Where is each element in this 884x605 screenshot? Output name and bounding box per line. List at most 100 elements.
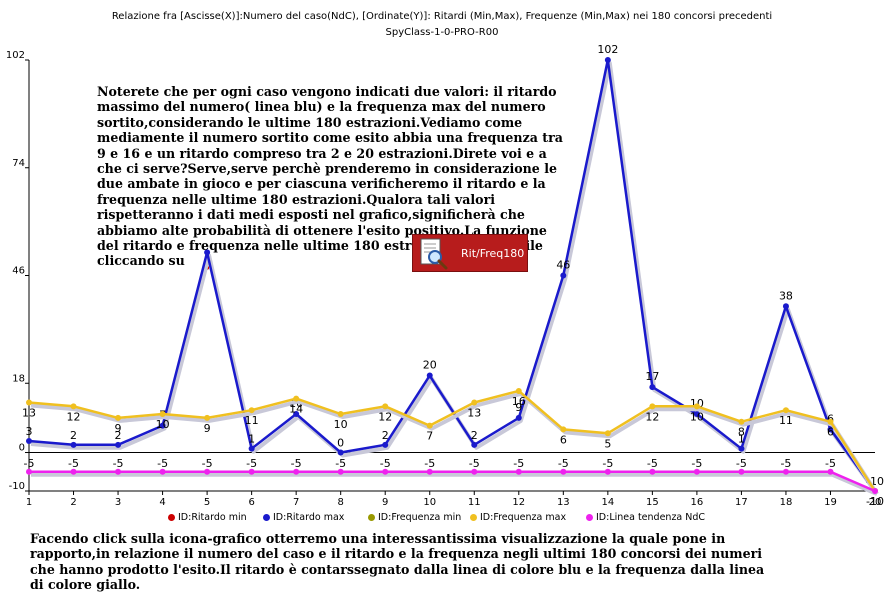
data-label: -5 [68,457,79,470]
data-label: 3 [26,425,33,438]
rit-freq180-button-label: Rit/Freq180 [461,247,525,260]
x-tick-label: 4 [159,497,165,508]
series-point-4 [782,468,789,475]
series-point-1 [560,272,567,279]
series-point-4 [115,468,122,475]
data-label: 1 [738,433,745,446]
series-point-4 [604,468,611,475]
series-point-4 [248,468,255,475]
series-point-3 [649,403,656,410]
legend-marker [368,513,375,521]
series-point-4 [738,468,745,475]
data-label: -5 [736,457,747,470]
data-label: 8 [738,426,745,439]
data-label: 38 [779,289,793,302]
series-point-1 [382,441,389,448]
series-point-3 [738,418,745,425]
series-point-1 [426,372,433,379]
legend-item: ID:Ritardo max [263,512,344,523]
document-magnifier-icon [417,238,451,274]
data-label: -5 [602,457,613,470]
series-point-1 [26,437,32,444]
legend-label: ID:Ritardo min [178,512,247,523]
data-label: -5 [424,457,435,470]
series-point-4 [26,468,32,475]
series-point-1 [649,384,656,391]
x-tick-label: 5 [204,497,210,508]
x-tick-label: 7 [293,497,299,508]
data-label: 6 [560,433,567,446]
y-tick-label: 74 [12,158,25,169]
data-label: -5 [469,457,480,470]
series-point-1 [115,441,122,448]
data-label: 11 [245,414,259,427]
legend-marker [586,513,593,521]
series-point-3 [204,414,211,421]
x-tick-label: 19 [824,497,837,508]
series-point-3 [293,395,300,402]
series-point-1 [827,426,834,433]
series-point-3 [70,403,77,410]
data-label: -5 [202,457,213,470]
x-tick-label: 6 [248,497,254,508]
y-tick-label: 102 [6,50,25,61]
legend-item: ID:Ritardo min [168,512,247,523]
data-label: 0 [337,437,344,450]
data-label: -5 [157,457,168,470]
series-point-3 [515,387,522,394]
data-label: 2 [382,429,389,442]
series-point-3 [693,403,700,410]
legend-label: ID:Linea tendenza NdC [596,512,706,523]
legend-label: ID:Ritardo max [273,512,345,523]
series-line-4 [29,470,876,493]
data-label: 10 [690,410,704,423]
rit-freq180-button[interactable]: Rit/Freq180 [412,234,528,272]
x-tick-label: 12 [512,497,525,508]
x-tick-label: 16 [691,497,704,508]
data-label: 12 [67,410,81,423]
x-tick-label: 15 [646,497,659,508]
data-label: -5 [647,457,658,470]
explanation-note: Noterete che per ogni caso vengono indic… [97,84,563,269]
x-tick-label: 18 [780,497,793,508]
data-label: 17 [645,370,659,383]
data-label: 1 [248,433,255,446]
data-label: 2 [70,429,77,442]
x-tick-label: 14 [601,497,614,508]
data-label: 13 [467,406,481,419]
legend-item: ID:Linea tendenza NdC [586,512,705,523]
series-point-1 [693,411,700,418]
data-label: 10 [156,418,170,431]
x-tick-label: 11 [468,497,481,508]
series-point-1 [515,414,522,421]
series-point-4 [649,468,656,475]
data-label: 9 [115,422,122,435]
legend-marker [263,513,270,521]
data-label: -5 [825,457,836,470]
series-point-4 [471,468,478,475]
series-point-1 [70,441,77,448]
x-tick-label: 3 [115,497,121,508]
series-point-1 [782,303,789,310]
data-label: -5 [780,457,791,470]
series-point-3 [26,399,32,406]
series-point-3 [382,403,389,410]
x-tick-label: 9 [382,497,388,508]
data-label: -5 [558,457,569,470]
y-tick-label: 0 [19,443,25,454]
series-point-3 [604,430,611,437]
series-point-3 [159,411,166,418]
data-label: 2 [115,429,122,442]
data-label: 10 [334,418,348,431]
series-point-4 [827,468,834,475]
series-point-3 [782,407,789,414]
series-point-4 [204,468,211,475]
series-point-4 [693,468,700,475]
series-point-1 [248,445,255,452]
y-tick-label: 18 [12,373,25,384]
series-point-3 [115,414,122,421]
data-label: -5 [335,457,346,470]
series-point-4 [70,468,77,475]
series-point-3 [426,422,433,429]
